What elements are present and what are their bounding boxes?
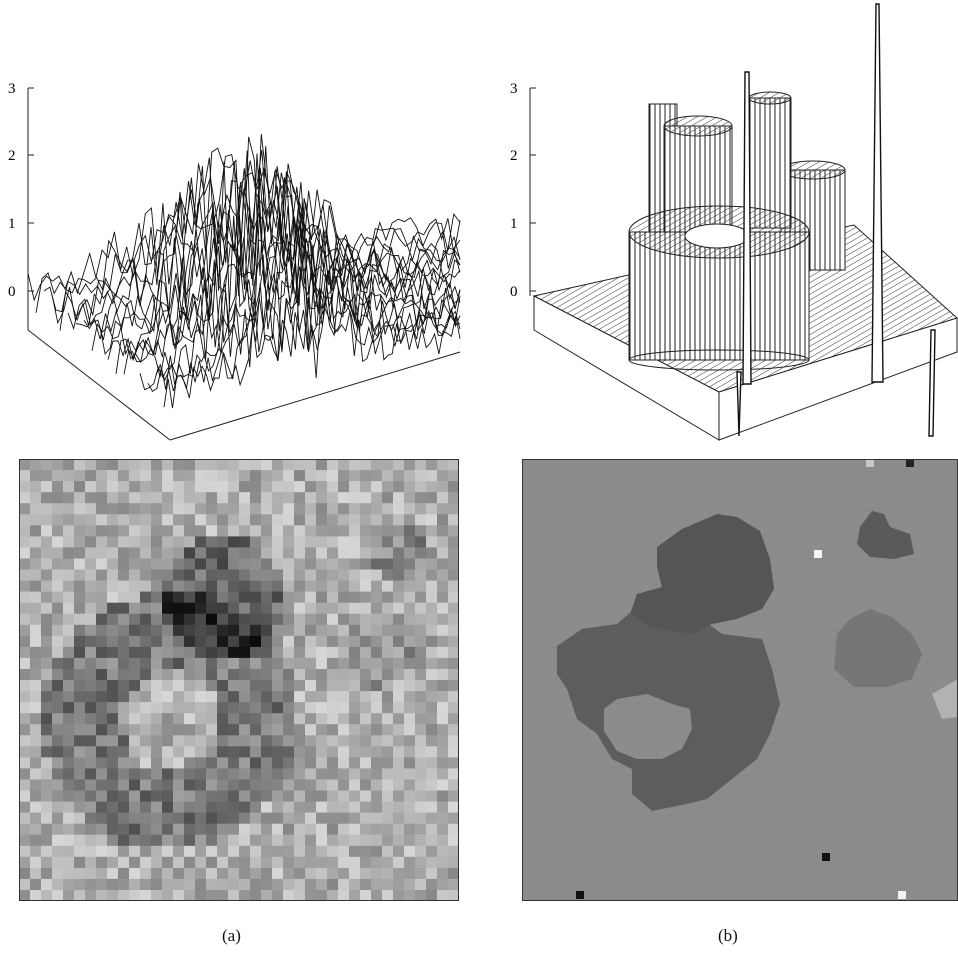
z-tick-3: 3 — [8, 81, 16, 97]
light-pixel — [866, 459, 874, 467]
caption-b: (b) — [718, 926, 738, 945]
medium-right-region — [834, 609, 922, 687]
cylinder-back-left — [648, 103, 733, 237]
z-tick-2: 2 — [510, 148, 518, 164]
noisy-grayscale-image — [19, 459, 459, 901]
z-tick-3: 3 — [510, 81, 518, 97]
z-tick-1: 1 — [8, 216, 16, 232]
noisy-surface-plot: 3 2 1 0 — [8, 81, 461, 441]
segmented-surface-plot: 3 2 1 0 — [510, 3, 958, 441]
mesh-line — [115, 205, 461, 374]
z-tick-1: 1 — [510, 216, 518, 232]
mesh-line — [91, 167, 461, 351]
ring-cylinder — [628, 205, 810, 371]
mesh-line — [107, 188, 461, 361]
mesh-line — [43, 163, 461, 313]
z-tick-2: 2 — [8, 148, 16, 164]
ring-region — [557, 607, 780, 811]
white-pixel — [898, 891, 906, 899]
edge-light-region — [932, 679, 958, 719]
head-region — [630, 514, 774, 634]
z-tick-0: 0 — [8, 284, 16, 300]
z-tick-0: 0 — [510, 284, 518, 300]
dark-pixel — [576, 891, 584, 899]
small-top-right-region — [857, 511, 914, 559]
dark-pixel — [822, 853, 830, 861]
mesh-line — [155, 262, 461, 392]
segmented-image — [522, 459, 958, 901]
spikes — [736, 3, 936, 437]
white-pixel — [814, 550, 822, 558]
mesh-line — [163, 305, 461, 409]
mesh-line — [131, 225, 461, 378]
dark-pixel — [906, 459, 914, 467]
mesh-line — [99, 213, 461, 356]
caption-a: (a) — [222, 926, 241, 945]
cylinder-back-center — [748, 91, 792, 229]
noise-surface-mesh — [27, 134, 461, 409]
mesh-line — [147, 266, 461, 393]
mesh-line — [139, 263, 461, 391]
